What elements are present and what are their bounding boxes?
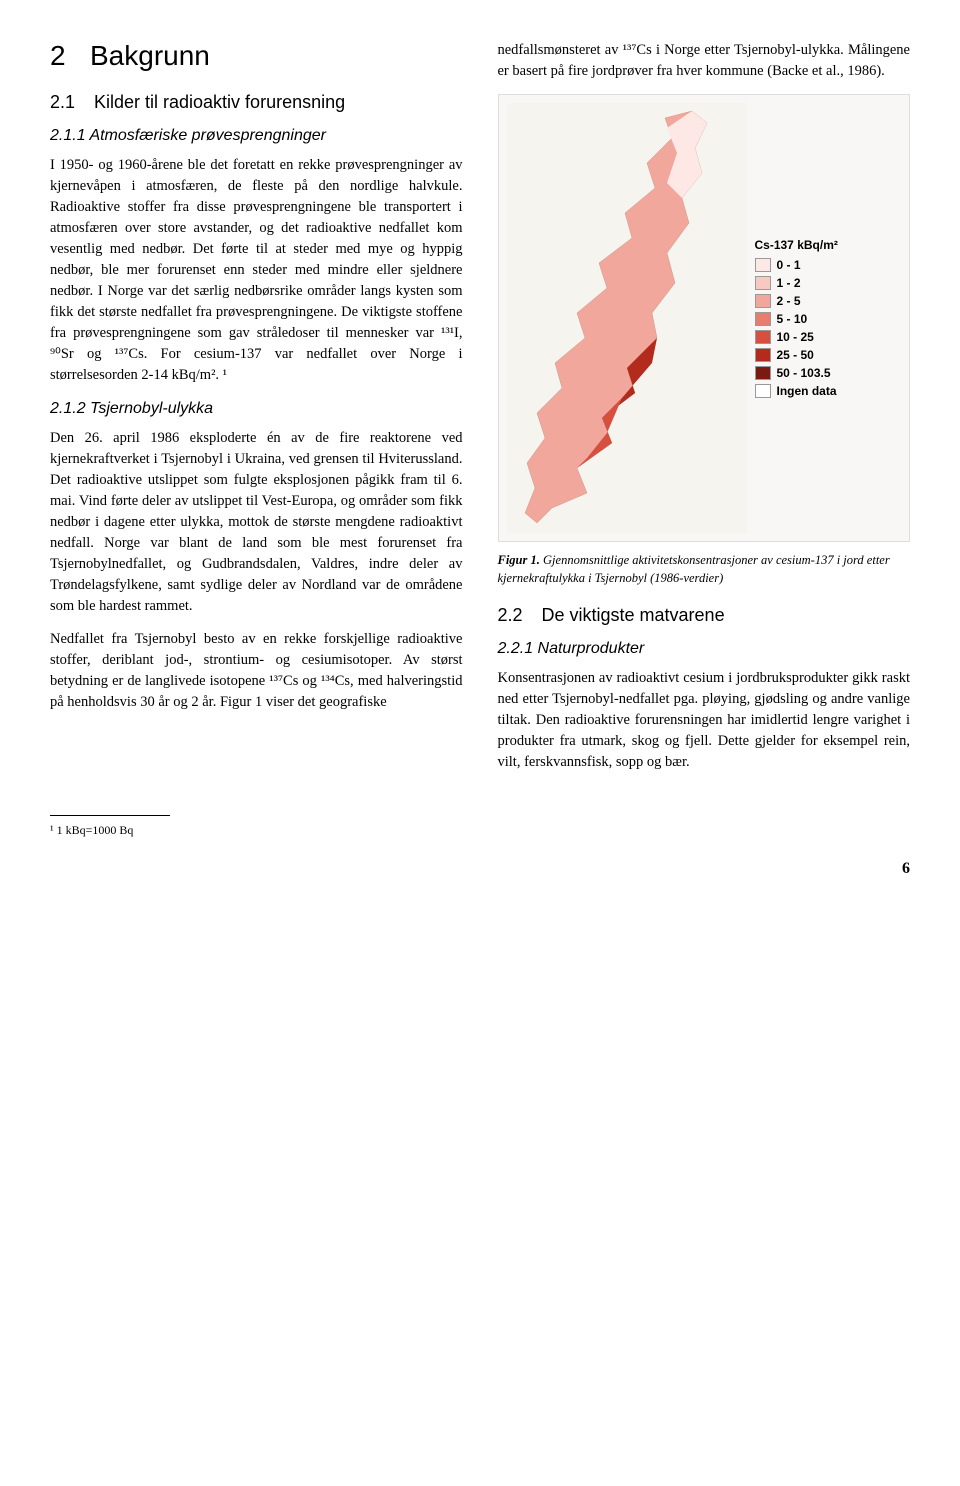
map-legend: Cs-137 kBq/m² 0 - 11 - 22 - 55 - 1010 - … [755,236,838,400]
legend-label: 10 - 25 [777,328,814,346]
figure-label: Figur 1. [498,553,540,567]
legend-swatch [755,258,771,272]
section-2-1-heading: 2.1 Kilder til radioaktiv forurensning [50,92,463,113]
body-paragraph: I 1950- og 1960-årene ble det foretatt e… [50,155,463,386]
figure-caption: Figur 1. Gjennomsnittlige aktivitetskons… [498,552,911,587]
body-paragraph: nedfallsmønsteret av ¹³⁷Cs i Norge etter… [498,40,911,82]
footnote: ¹ 1 kBq=1000 Bq [50,822,910,839]
legend-label: 50 - 103.5 [777,364,831,382]
section-number: 2.1 [50,92,94,113]
body-paragraph: Konsentrasjonen av radioaktivt cesium i … [498,668,911,773]
legend-row: 25 - 50 [755,346,838,364]
legend-row: 1 - 2 [755,274,838,292]
subsection-2-1-2-heading: 2.1.2 Tsjernobyl-ulykka [50,400,463,418]
legend-swatch [755,330,771,344]
norway-map-icon [507,103,747,533]
body-paragraph: Nedfallet fra Tsjernobyl besto av en rek… [50,629,463,713]
legend-label: 1 - 2 [777,274,801,292]
legend-row: 5 - 10 [755,310,838,328]
legend-label: 0 - 1 [777,256,801,274]
subsection-2-1-1-heading: 2.1.1 Atmosfæriske prøvesprengninger [50,127,463,145]
legend-swatch [755,348,771,362]
legend-label: Ingen data [777,382,837,400]
figure-1: Cs-137 kBq/m² 0 - 11 - 22 - 55 - 1010 - … [498,94,911,587]
legend-swatch [755,366,771,380]
legend-row: 10 - 25 [755,328,838,346]
legend-title: Cs-137 kBq/m² [755,236,838,254]
legend-label: 25 - 50 [777,346,814,364]
section-2-2-heading: 2.2 De viktigste matvarene [498,605,911,626]
map-container: Cs-137 kBq/m² 0 - 11 - 22 - 55 - 1010 - … [498,94,911,542]
chapter-number: 2 [50,40,90,72]
legend-swatch [755,312,771,326]
page-number: 6 [50,860,910,878]
subsection-2-2-1-heading: 2.2.1 Naturprodukter [498,640,911,658]
legend-row: 2 - 5 [755,292,838,310]
chapter-heading: 2Bakgrunn [50,40,463,72]
chapter-title: Bakgrunn [90,40,210,71]
body-paragraph: Den 26. april 1986 eksploderte én av de … [50,428,463,617]
section-title: De viktigste matvarene [542,605,725,626]
legend-row: 50 - 103.5 [755,364,838,382]
section-number: 2.2 [498,605,542,626]
legend-swatch [755,384,771,398]
footnote-separator [50,815,170,816]
figure-caption-text: Gjennomsnittlige aktivitetskonsentrasjon… [498,553,890,585]
legend-swatch [755,294,771,308]
legend-label: 2 - 5 [777,292,801,310]
section-title: Kilder til radioaktiv forurensning [94,92,345,113]
legend-row: 0 - 1 [755,256,838,274]
legend-label: 5 - 10 [777,310,808,328]
legend-swatch [755,276,771,290]
legend-row: Ingen data [755,382,838,400]
